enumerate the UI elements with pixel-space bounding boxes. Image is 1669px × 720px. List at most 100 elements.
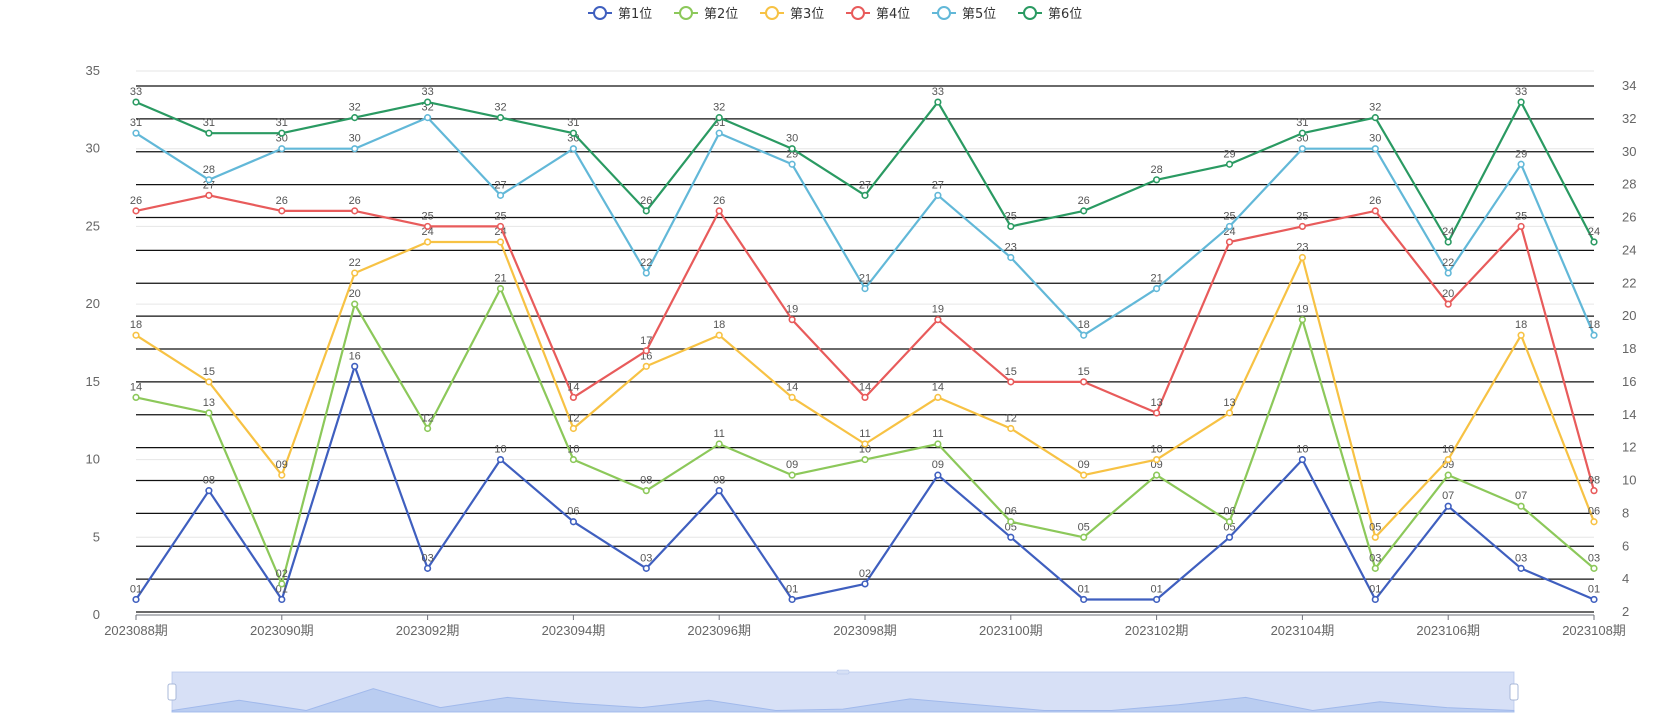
data-point[interactable]: [205, 176, 213, 184]
data-point[interactable]: [934, 393, 942, 402]
data-point[interactable]: [496, 114, 505, 122]
data-point[interactable]: [934, 316, 942, 324]
data-point[interactable]: [278, 129, 286, 137]
data-point[interactable]: [1080, 533, 1088, 541]
zoom-handle-left[interactable]: [167, 683, 177, 701]
zoom-handle-right[interactable]: [1509, 683, 1519, 701]
data-point[interactable]: [1152, 595, 1161, 604]
data-point[interactable]: [788, 595, 796, 604]
data-point[interactable]: [1225, 533, 1234, 541]
data-point[interactable]: [934, 471, 942, 479]
data-point[interactable]: [278, 145, 286, 153]
data-point[interactable]: [351, 269, 359, 277]
data-point[interactable]: [861, 393, 869, 402]
data-point[interactable]: [569, 145, 578, 153]
data-point[interactable]: [496, 455, 505, 464]
data-point[interactable]: [1080, 331, 1088, 339]
data-point[interactable]: [1225, 222, 1234, 231]
data-point[interactable]: [1590, 595, 1598, 604]
data-point[interactable]: [132, 393, 140, 402]
legend-item-3[interactable]: 第3位: [760, 6, 824, 22]
data-point[interactable]: [642, 207, 650, 215]
data-point[interactable]: [1517, 331, 1525, 339]
data-point[interactable]: [278, 595, 286, 604]
data-point[interactable]: [205, 487, 213, 495]
data-point[interactable]: [569, 393, 578, 402]
data-point[interactable]: [1080, 595, 1088, 604]
data-point[interactable]: [1152, 176, 1161, 184]
data-point[interactable]: [642, 487, 650, 495]
data-point[interactable]: [278, 580, 286, 588]
data-point[interactable]: [1007, 222, 1015, 231]
data-point[interactable]: [496, 238, 505, 246]
data-point[interactable]: [1080, 207, 1088, 215]
data-point[interactable]: [1444, 300, 1452, 308]
legend-item-1[interactable]: 第1位: [588, 6, 652, 22]
data-point[interactable]: [788, 160, 796, 168]
data-point[interactable]: [1225, 409, 1234, 417]
data-point[interactable]: [132, 129, 140, 137]
data-point[interactable]: [132, 595, 140, 604]
data-point[interactable]: [1517, 160, 1525, 168]
data-point[interactable]: [1371, 564, 1379, 572]
data-point[interactable]: [424, 424, 432, 433]
data-point[interactable]: [424, 114, 432, 122]
data-point[interactable]: [1080, 378, 1088, 386]
data-point[interactable]: [642, 362, 650, 370]
data-point[interactable]: [1007, 518, 1015, 526]
data-point[interactable]: [205, 378, 213, 386]
data-point[interactable]: [1590, 487, 1598, 495]
data-point[interactable]: [132, 331, 140, 339]
data-point[interactable]: [351, 114, 359, 122]
data-point[interactable]: [1298, 145, 1306, 153]
data-point[interactable]: [861, 440, 869, 448]
data-point[interactable]: [1590, 331, 1598, 339]
data-point[interactable]: [788, 471, 796, 479]
data-point[interactable]: [1371, 533, 1379, 541]
data-point[interactable]: [1007, 424, 1015, 433]
data-point[interactable]: [1225, 238, 1234, 246]
data-point[interactable]: [132, 98, 140, 106]
data-point[interactable]: [569, 129, 578, 137]
data-point[interactable]: [1152, 455, 1161, 464]
data-point[interactable]: [1225, 160, 1234, 168]
data-point[interactable]: [934, 191, 942, 199]
data-point[interactable]: [715, 331, 723, 339]
data-point[interactable]: [1371, 595, 1379, 604]
data-point[interactable]: [1298, 222, 1306, 231]
data-point[interactable]: [132, 207, 140, 215]
data-point[interactable]: [424, 98, 432, 106]
data-point[interactable]: [569, 424, 578, 433]
data-point[interactable]: [1590, 564, 1598, 572]
data-point[interactable]: [1007, 378, 1015, 386]
data-point[interactable]: [1298, 316, 1306, 324]
data-point[interactable]: [1517, 222, 1525, 231]
data-point[interactable]: [205, 409, 213, 417]
data-point[interactable]: [715, 440, 723, 448]
data-point[interactable]: [642, 564, 650, 572]
data-point[interactable]: [861, 191, 869, 199]
data-point[interactable]: [1517, 502, 1525, 510]
data-point[interactable]: [1371, 114, 1379, 122]
data-point[interactable]: [424, 564, 432, 572]
data-point[interactable]: [1517, 98, 1525, 106]
data-point[interactable]: [1444, 471, 1452, 479]
data-point[interactable]: [205, 129, 213, 137]
data-point[interactable]: [1152, 285, 1161, 293]
data-point[interactable]: [1590, 518, 1598, 526]
data-point[interactable]: [1444, 238, 1452, 246]
data-point[interactable]: [351, 300, 359, 308]
data-point[interactable]: [569, 455, 578, 464]
data-zoom-slider[interactable]: [167, 669, 1519, 713]
data-point[interactable]: [424, 222, 432, 231]
data-point[interactable]: [1444, 269, 1452, 277]
data-point[interactable]: [1007, 253, 1015, 262]
data-point[interactable]: [934, 440, 942, 448]
data-point[interactable]: [788, 316, 796, 324]
data-point[interactable]: [788, 393, 796, 402]
data-point[interactable]: [278, 207, 286, 215]
legend[interactable]: 第1位 第2位 第3位 第4位 第5位 第6位: [588, 6, 1082, 22]
data-point[interactable]: [1298, 129, 1306, 137]
data-point[interactable]: [1371, 207, 1379, 215]
data-point[interactable]: [788, 145, 796, 153]
